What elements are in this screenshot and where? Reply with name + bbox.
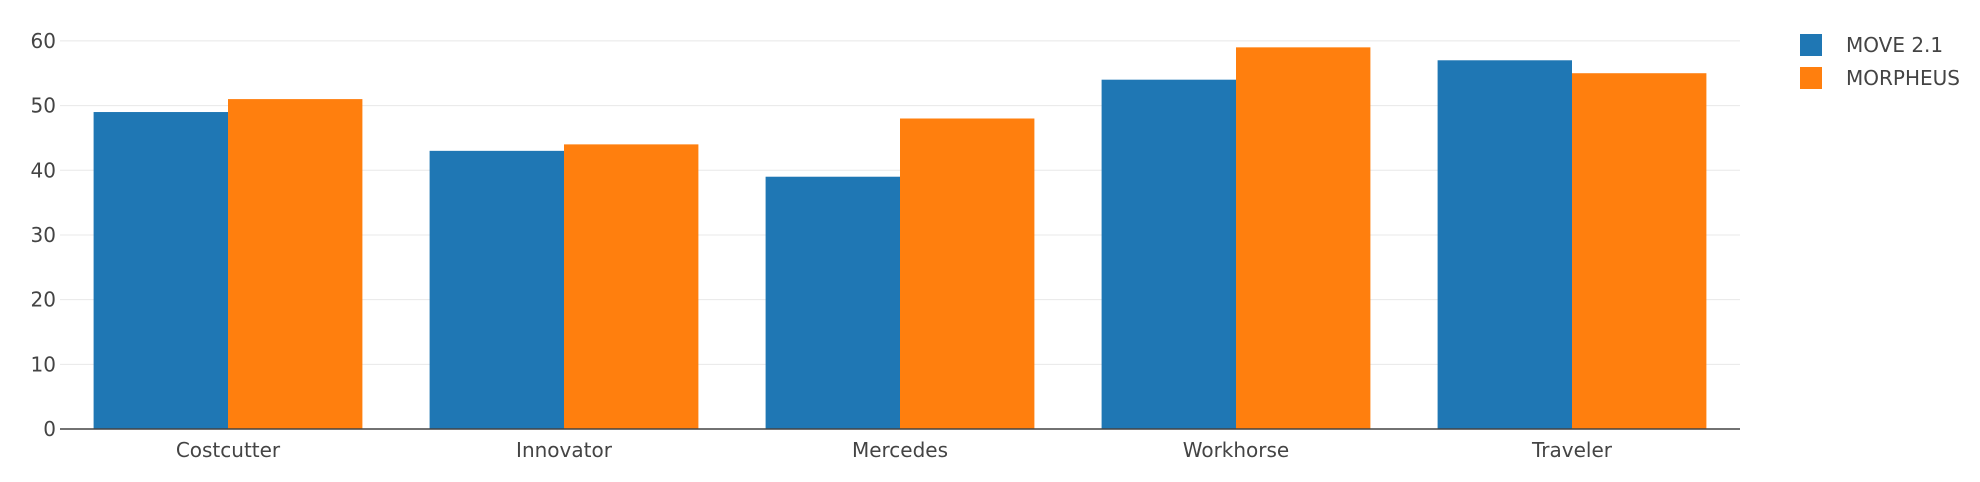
y-tick-label: 60 bbox=[31, 29, 56, 53]
y-tick-label: 20 bbox=[31, 288, 56, 312]
legend-item[interactable]: MOVE 2.1 bbox=[1800, 33, 1943, 57]
bar-morpheus-innovator[interactable] bbox=[564, 144, 699, 429]
legend-swatch bbox=[1800, 67, 1822, 89]
legend-label: MORPHEUS bbox=[1846, 66, 1960, 90]
bar-morpheus-mercedes[interactable] bbox=[900, 118, 1035, 430]
y-tick-label: 0 bbox=[43, 417, 56, 441]
bar-move-2-1-workhorse[interactable] bbox=[1101, 79, 1236, 429]
bar-morpheus-costcutter[interactable] bbox=[228, 99, 363, 429]
y-tick-label: 30 bbox=[31, 223, 56, 247]
legend-item[interactable]: MORPHEUS bbox=[1800, 66, 1960, 90]
y-tick-label: 40 bbox=[31, 158, 56, 182]
x-tick-label: Innovator bbox=[516, 438, 613, 462]
x-tick-label: Workhorse bbox=[1183, 438, 1290, 462]
legend-label: MOVE 2.1 bbox=[1846, 33, 1943, 57]
axes: 0 10 20 30 40 50 60 Costcutter Innovator Mercedes… bbox=[31, 29, 1740, 462]
bars bbox=[93, 47, 1707, 430]
y-tick-label: 10 bbox=[31, 352, 56, 376]
legend[interactable]: MOVE 2.1 MORPHEUS bbox=[1800, 33, 1960, 90]
bar-move-2-1-traveler[interactable] bbox=[1437, 60, 1572, 429]
x-tick-label: Traveler bbox=[1531, 438, 1613, 462]
bar-morpheus-workhorse[interactable] bbox=[1236, 47, 1371, 429]
bar-move-2-1-mercedes[interactable] bbox=[765, 176, 900, 429]
x-tick-label: Mercedes bbox=[852, 438, 948, 462]
y-tick-label: 50 bbox=[31, 94, 56, 118]
bar-morpheus-traveler[interactable] bbox=[1572, 73, 1707, 429]
legend-swatch bbox=[1800, 34, 1822, 56]
bar-move-2-1-innovator[interactable] bbox=[429, 150, 564, 429]
bar-move-2-1-costcutter[interactable] bbox=[93, 112, 228, 429]
x-tick-label: Costcutter bbox=[176, 438, 281, 462]
